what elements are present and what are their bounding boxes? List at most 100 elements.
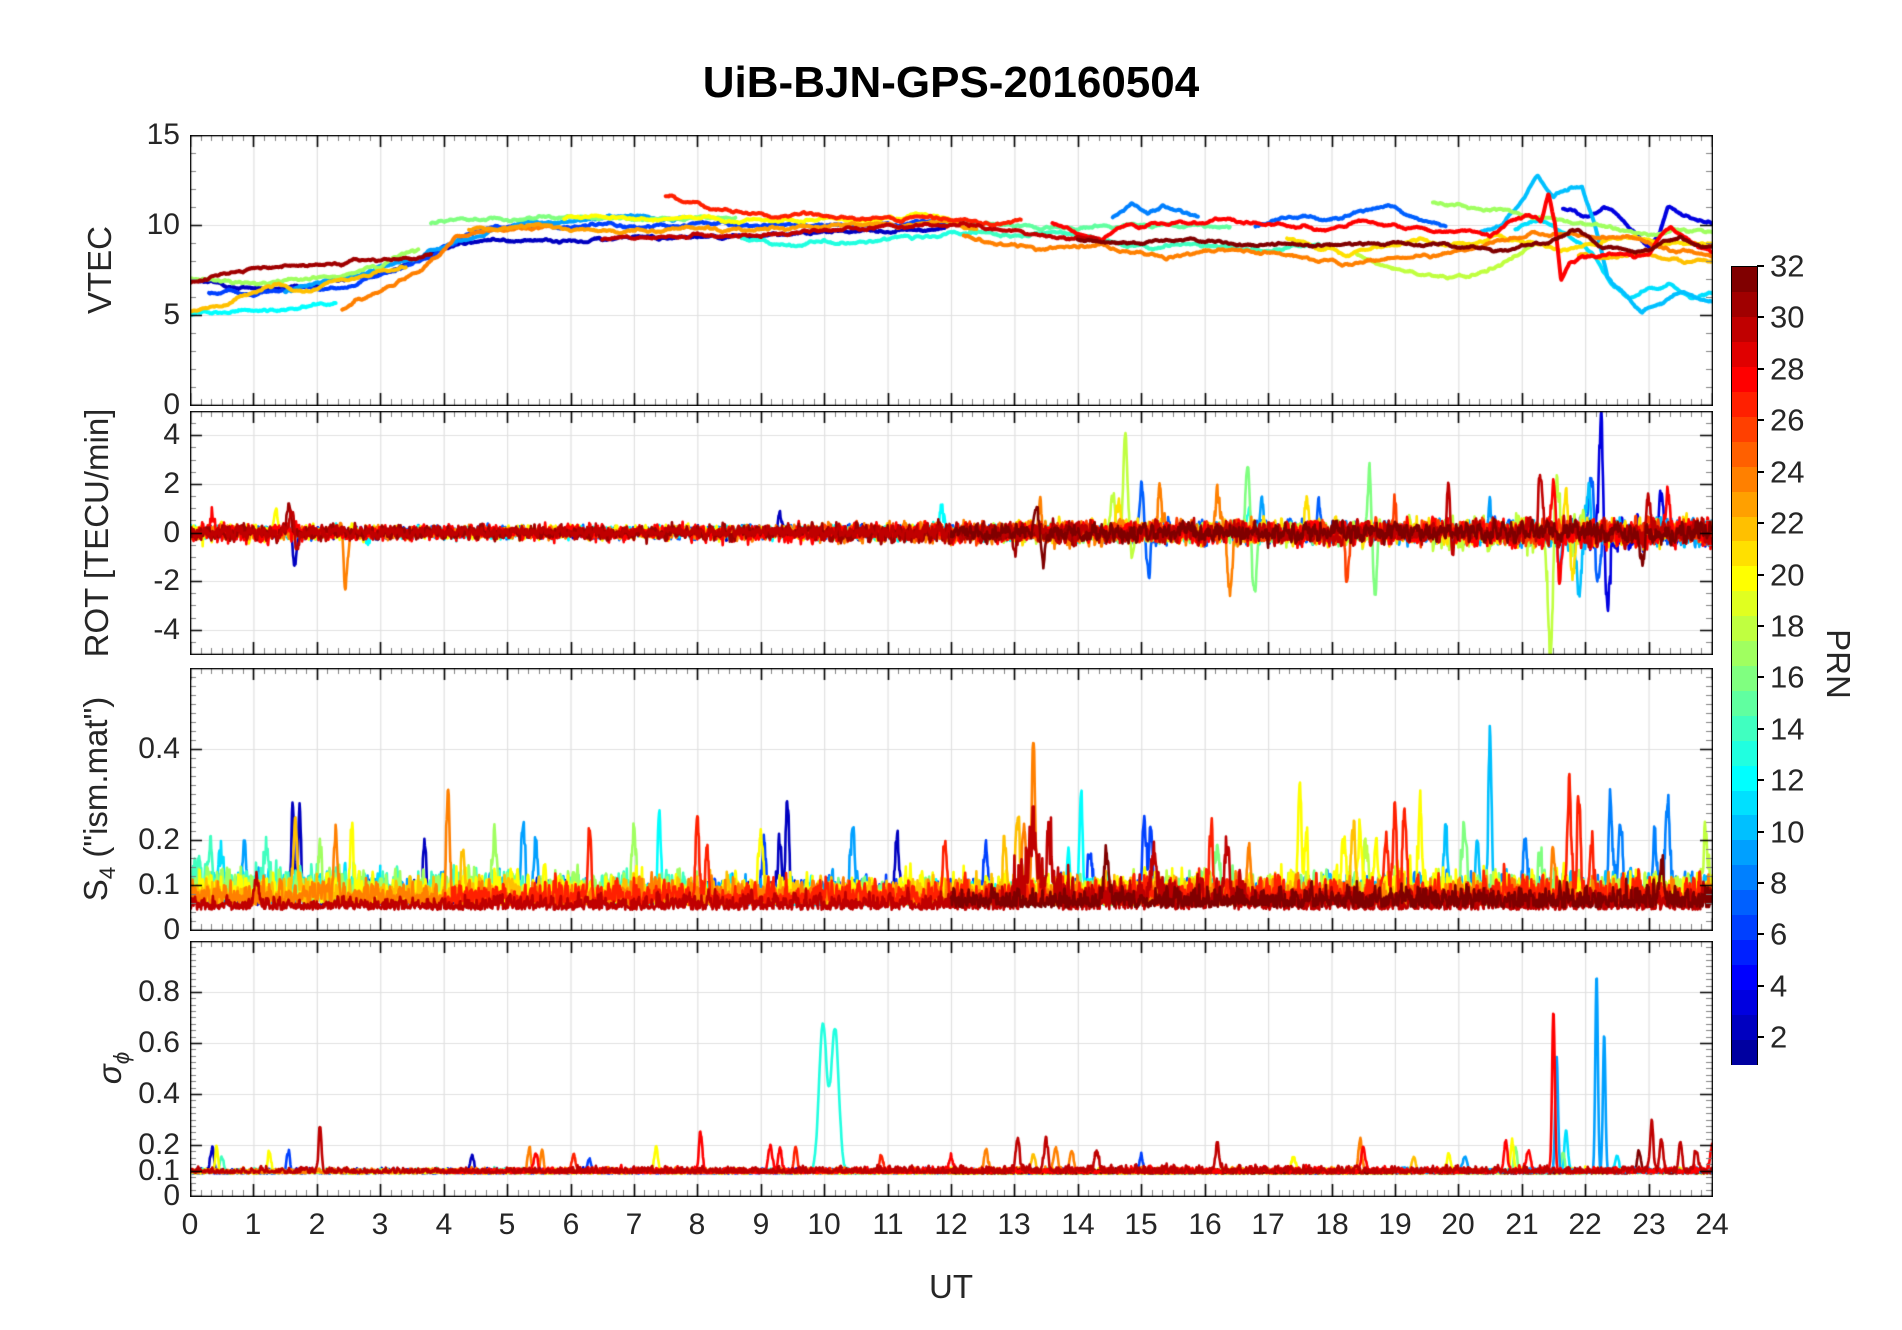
x-tick-label: 18 [1315,1208,1349,1241]
sigma-phi-plot-canvas [190,941,1713,1197]
s4-plot-canvas [190,668,1713,931]
rot-ytick-label: -2 [153,564,180,597]
prn-colorbar-tick-label: 2 [1770,1019,1788,1055]
prn-colorbar-segment [1732,516,1757,542]
prn-colorbar-segment [1732,1039,1757,1065]
rot-ytick-label: -4 [153,613,180,646]
prn-colorbar-tick [1757,419,1764,421]
prn-colorbar-tick-label: 20 [1770,557,1805,593]
prn-colorbar-segment [1732,341,1757,368]
prn-colorbar-segment [1732,740,1757,766]
x-tick-label: 6 [562,1208,580,1241]
prn-colorbar-segment [1732,989,1757,1015]
prn-colorbar-tick [1757,779,1764,781]
prn-colorbar-tick-label: 24 [1770,454,1805,490]
prn-colorbar-tick-label: 18 [1770,608,1805,644]
prn-colorbar-tick-label: 30 [1770,299,1805,335]
prn-colorbar-segment [1732,491,1757,517]
prn-colorbar-tick-label: 6 [1770,916,1788,952]
prn-colorbar-tick [1757,728,1764,730]
x-tick-label: 21 [1505,1208,1539,1241]
prn-colorbar [1731,266,1758,1065]
prn-colorbar-tick [1757,265,1764,267]
prn-colorbar-segment [1732,316,1757,343]
prn-colorbar-segment [1732,665,1757,691]
s4-ytick-label: 0 [163,913,180,946]
sigma_phi-ytick-label: 0.8 [138,975,180,1008]
prn-colorbar-segment [1732,939,1757,965]
s4-ytick-label: 0.4 [138,732,180,765]
prn-colorbar-segment [1732,615,1757,642]
sigma_phi-ytick-label: 0.1 [138,1154,180,1187]
prn-colorbar-tick [1757,1036,1764,1038]
prn-colorbar-tick [1757,882,1764,884]
prn-colorbar-tick-label: 26 [1770,402,1805,438]
prn-colorbar-segment [1732,391,1757,417]
prn-colorbar-tick [1757,831,1764,833]
prn-colorbar-segment [1732,914,1757,940]
x-tick-label: 24 [1695,1208,1729,1241]
prn-colorbar-label: PRN [1820,629,1857,699]
rot-ytick-label: 0 [163,516,180,549]
rot-ytick-label: 2 [163,467,180,500]
prn-colorbar-segment [1732,590,1757,617]
vtec-ytick-label: 5 [163,298,180,331]
prn-colorbar-tick [1757,574,1764,576]
x-tick-label: 23 [1632,1208,1666,1241]
prn-colorbar-tick [1757,676,1764,678]
vtec-plot-canvas [190,135,1713,406]
x-tick-label: 7 [625,1208,643,1241]
prn-colorbar-tick [1757,985,1764,987]
prn-colorbar-tick-label: 8 [1770,865,1788,901]
x-tick-label: 2 [308,1208,326,1241]
sigma_phi-ytick-label: 0.2 [138,1128,180,1161]
prn-colorbar-segment [1732,466,1757,492]
prn-colorbar-tick [1757,933,1764,935]
vtec-ytick-label: 15 [146,118,180,151]
prn-colorbar-segment [1732,690,1757,716]
prn-colorbar-segment [1732,291,1757,318]
vtec-ytick-label: 0 [163,388,180,421]
prn-colorbar-tick-label: 14 [1770,711,1805,747]
prn-colorbar-segment [1732,864,1757,891]
prn-colorbar-segment [1732,765,1757,791]
x-tick-label: 22 [1568,1208,1602,1241]
s4-ytick-label: 0.1 [138,868,180,901]
prn-colorbar-tick-label: 16 [1770,659,1805,695]
prn-colorbar-tick-label: 32 [1770,248,1805,284]
x-tick-label: 1 [244,1208,262,1241]
prn-colorbar-segment [1732,839,1757,866]
x-tick-label: 12 [934,1208,968,1241]
sigma_phi-ytick-label: 0.4 [138,1077,180,1110]
x-axis-label: UT [929,1268,973,1305]
x-tick-label: 15 [1124,1208,1158,1241]
prn-colorbar-tick [1757,522,1764,524]
prn-colorbar-tick [1757,625,1764,627]
sigma_phi-ytick-label: 0.6 [138,1026,180,1059]
x-tick-label: 5 [498,1208,516,1241]
prn-colorbar-segment [1732,416,1757,442]
prn-colorbar-tick-label: 12 [1770,762,1805,798]
x-tick-label: 20 [1441,1208,1475,1241]
x-tick-label: 19 [1378,1208,1412,1241]
prn-colorbar-tick [1757,471,1764,473]
x-tick-label: 13 [997,1208,1031,1241]
prn-colorbar-tick-label: 4 [1770,968,1788,1004]
prn-colorbar-segment [1732,964,1757,990]
x-tick-label: 10 [807,1208,841,1241]
prn-colorbar-segment [1732,267,1757,293]
x-tick-label: 3 [371,1208,389,1241]
x-tick-label: 0 [181,1208,199,1241]
prn-colorbar-segment [1732,366,1757,393]
x-tick-label: 17 [1251,1208,1285,1241]
prn-colorbar-segment [1732,814,1757,841]
prn-colorbar-segment [1732,715,1757,741]
prn-colorbar-tick-label: 28 [1770,351,1805,387]
sigma_phi-ytick-label: 0 [163,1179,180,1212]
prn-colorbar-segment [1732,565,1757,592]
x-tick-label: 14 [1061,1208,1095,1241]
prn-colorbar-segment [1732,889,1757,916]
x-tick-label: 11 [872,1208,904,1241]
prn-colorbar-segment [1732,540,1757,567]
